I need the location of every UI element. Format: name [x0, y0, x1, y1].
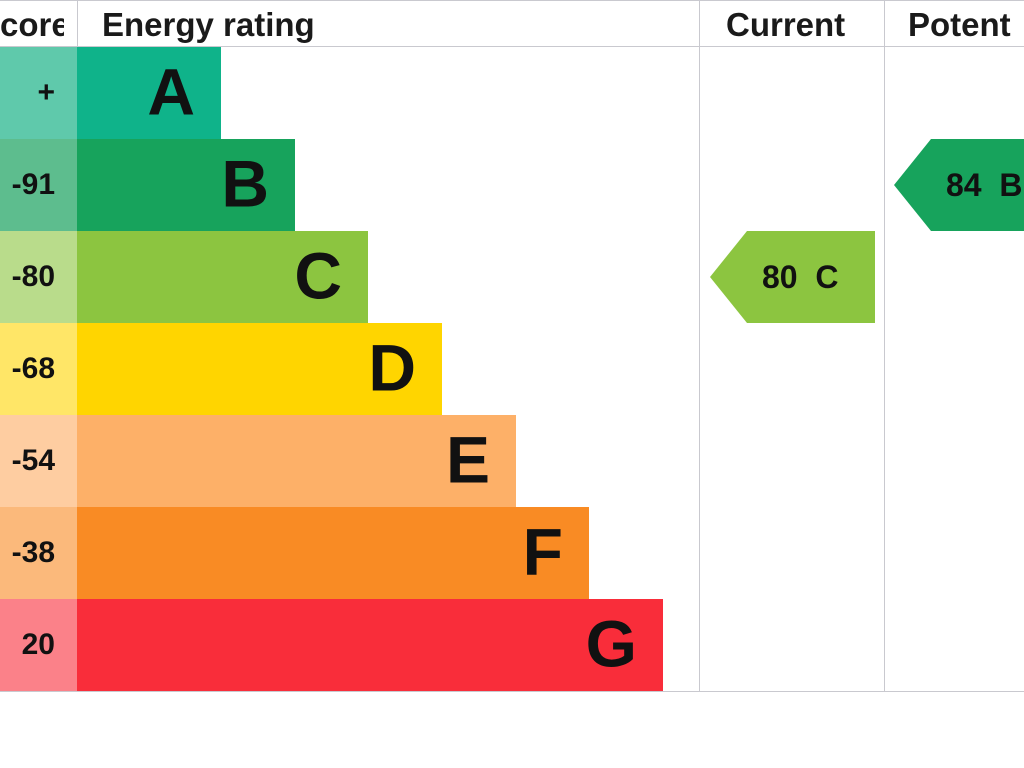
band-g-bar: G	[77, 599, 663, 691]
score-label: -68	[11, 352, 55, 385]
band-f-bar: F	[77, 507, 589, 599]
energy-rating-header: Energy rating	[102, 6, 315, 43]
score-label: 20	[21, 628, 55, 661]
score-cell: -68	[0, 323, 77, 415]
potential-header: Potent	[908, 6, 1011, 43]
band-f-letter: F	[522, 514, 563, 589]
band-d-bar: D	[77, 323, 442, 415]
score-cell: -80	[0, 231, 77, 323]
potential-rating-arrow: 84 B	[894, 139, 1024, 231]
rating-current-divider	[699, 0, 700, 692]
band-g-letter: G	[585, 606, 637, 681]
current-rating-label: 80 C	[762, 259, 839, 295]
score-label: -54	[11, 444, 55, 477]
score-label: -91	[11, 168, 55, 201]
band-e-bar: E	[77, 415, 516, 507]
band-a-bar: A	[77, 47, 221, 139]
score-label: +	[37, 76, 55, 109]
band-c-letter: C	[294, 238, 342, 313]
score-cell: -91	[0, 139, 77, 231]
score-cell: 20	[0, 599, 77, 691]
band-b-letter: B	[221, 146, 269, 221]
potential-rating-label: 84 B	[946, 167, 1023, 203]
current-potential-divider	[884, 0, 885, 692]
band-d-letter: D	[368, 330, 416, 405]
score-rating-divider	[77, 0, 78, 47]
band-c-bar: C	[77, 231, 368, 323]
score-cell: +	[0, 47, 77, 139]
band-a-letter: A	[147, 54, 195, 129]
bottom-border	[0, 691, 1024, 692]
current-rating-arrow: 80 C	[710, 231, 875, 323]
band-e-letter: E	[445, 422, 490, 497]
band-b-bar: B	[77, 139, 295, 231]
current-header: Current	[726, 6, 846, 43]
top-border	[0, 0, 1024, 1]
score-cell: -54	[0, 415, 77, 507]
score-cell: -38	[0, 507, 77, 599]
header-divider	[0, 46, 1024, 47]
score-header: core	[0, 6, 64, 43]
score-label: -38	[11, 536, 55, 569]
score-label: -80	[11, 260, 55, 293]
